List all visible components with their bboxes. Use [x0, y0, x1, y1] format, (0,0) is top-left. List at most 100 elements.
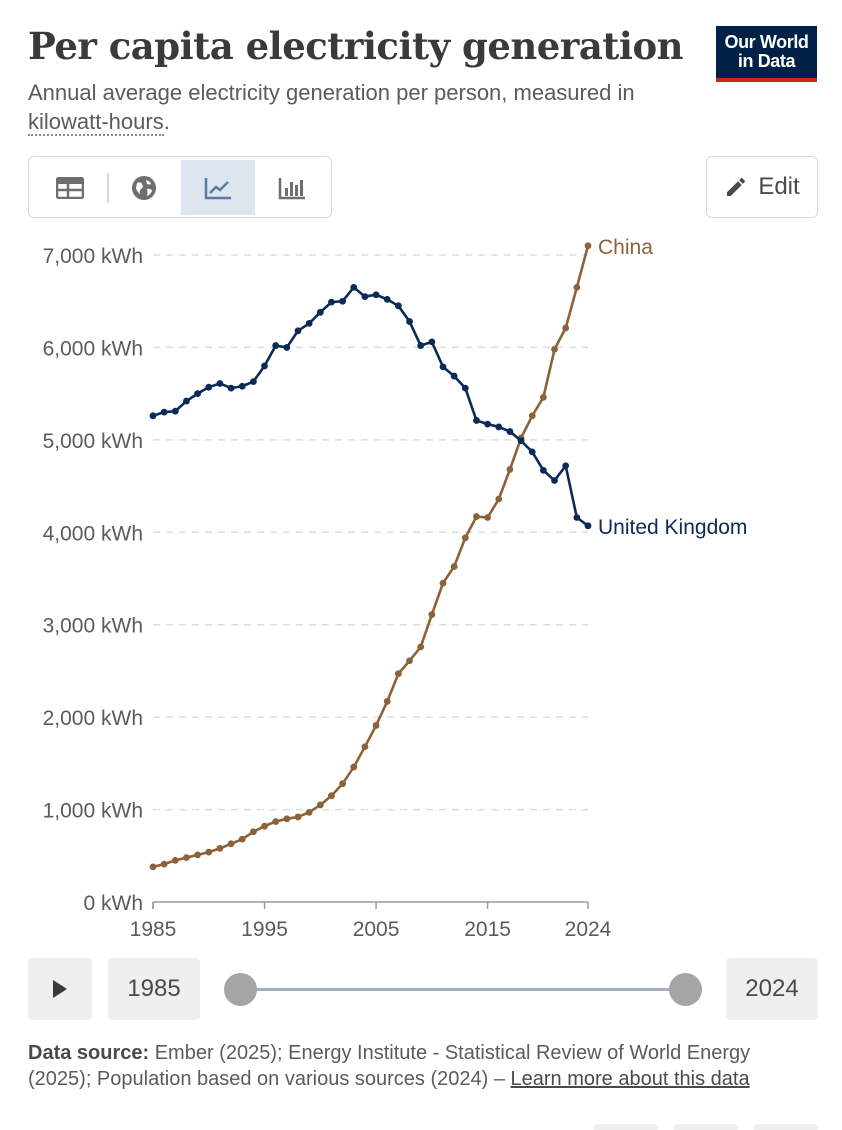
data-point [283, 344, 291, 351]
timeline-end-handle[interactable] [669, 973, 702, 1006]
data-point [305, 319, 313, 327]
data-point [238, 382, 246, 390]
data-point [584, 522, 592, 530]
data-point [439, 363, 447, 371]
data-point [394, 302, 402, 310]
data-point [272, 342, 280, 349]
data-point [294, 813, 302, 821]
data-point [450, 563, 458, 570]
data-point [562, 462, 570, 470]
data-point [551, 345, 558, 353]
data-point [473, 417, 480, 424]
y-tick-label: 4,000 kWh [43, 522, 143, 545]
end-year-box[interactable]: 2024 [726, 958, 818, 1020]
tab-bar-chart[interactable] [255, 160, 329, 215]
bar-chart-icon [278, 177, 305, 199]
table-icon [56, 176, 84, 199]
data-point [194, 851, 202, 859]
data-point [261, 362, 268, 370]
data-point [216, 844, 224, 852]
data-point [272, 818, 280, 825]
subtitle-unit-link[interactable]: kilowatt-hours [28, 109, 164, 136]
data-point [238, 835, 246, 843]
footer-button-1[interactable] [594, 1124, 658, 1130]
subtitle-end: . [163, 109, 170, 134]
data-point [294, 327, 302, 335]
data-point [417, 643, 425, 651]
y-tick-label: 1,000 kWh [43, 800, 143, 823]
data-point [539, 393, 547, 401]
data-point [171, 407, 179, 415]
line-chart-icon [204, 177, 231, 199]
logo-line-2: in Data [737, 51, 796, 71]
data-point [160, 408, 168, 416]
timeline-start-handle[interactable] [224, 973, 257, 1006]
data-point [305, 808, 313, 816]
data-point [350, 763, 358, 771]
series-line-united-kingdom [152, 286, 589, 527]
tab-table[interactable] [33, 160, 107, 215]
data-point [506, 428, 514, 435]
source-text: Ember (2025); Energy Institute - Statist… [28, 1042, 751, 1090]
timeline-slider[interactable] [240, 988, 686, 991]
data-point [394, 670, 402, 678]
data-point [149, 863, 157, 871]
edit-label: Edit [758, 173, 800, 200]
edit-button[interactable]: Edit [706, 156, 818, 218]
data-point [194, 390, 202, 398]
source-label: Data source: [28, 1042, 150, 1064]
y-tick-label: 6,000 kWh [43, 337, 143, 360]
data-point [316, 308, 324, 316]
data-point [227, 840, 235, 848]
data-point [495, 423, 503, 431]
start-year-box[interactable]: 1985 [108, 958, 200, 1020]
data-point [316, 801, 324, 809]
data-point [171, 857, 179, 864]
data-point [249, 828, 257, 836]
play-button[interactable] [28, 958, 92, 1020]
footer-button-3[interactable] [754, 1124, 818, 1130]
y-tick-label: 2,000 kWh [43, 707, 143, 730]
data-point [361, 293, 369, 300]
play-icon [53, 980, 67, 998]
data-point [428, 611, 436, 618]
y-tick-label: 0 kWh [83, 892, 143, 915]
y-tick-label: 3,000 kWh [43, 615, 143, 638]
tab-chart[interactable] [181, 160, 255, 215]
owid-logo[interactable]: Our World in Data [716, 26, 817, 82]
data-point [372, 291, 380, 299]
y-tick-label: 7,000 kWh [43, 245, 143, 268]
series-label: United Kingdom [598, 516, 747, 539]
data-point [417, 342, 425, 349]
x-tick-label: 1985 [130, 918, 177, 941]
chart-title: Per capita electricity generation [28, 24, 684, 68]
data-point [551, 477, 558, 484]
data-point [160, 860, 168, 868]
pencil-icon [727, 177, 746, 196]
data-point [249, 378, 257, 386]
data-point [205, 383, 213, 391]
data-point [573, 514, 581, 521]
logo-line-1: Our World [724, 32, 809, 52]
data-point [350, 283, 358, 291]
data-point [149, 412, 157, 420]
x-tick-label: 2005 [353, 918, 400, 941]
data-point [484, 514, 492, 521]
data-point [473, 513, 480, 520]
data-point [517, 437, 525, 445]
data-point [461, 534, 469, 542]
data-point [406, 657, 413, 665]
tab-map[interactable] [107, 160, 181, 215]
data-point [227, 384, 235, 392]
y-tick-label: 5,000 kWh [43, 430, 143, 453]
learn-more-link[interactable]: Learn more about this data [510, 1068, 750, 1090]
x-tick-label: 1995 [241, 918, 288, 941]
view-tabs [28, 156, 332, 218]
tab-divider [107, 173, 109, 203]
data-point [328, 792, 335, 800]
data-source-note: Data source: Ember (2025); Energy Instit… [28, 1040, 808, 1092]
data-point [361, 743, 369, 751]
footer-button-2[interactable] [674, 1124, 738, 1130]
chart-subtitle: Annual average electricity generation pe… [28, 78, 678, 136]
data-point [528, 412, 536, 420]
